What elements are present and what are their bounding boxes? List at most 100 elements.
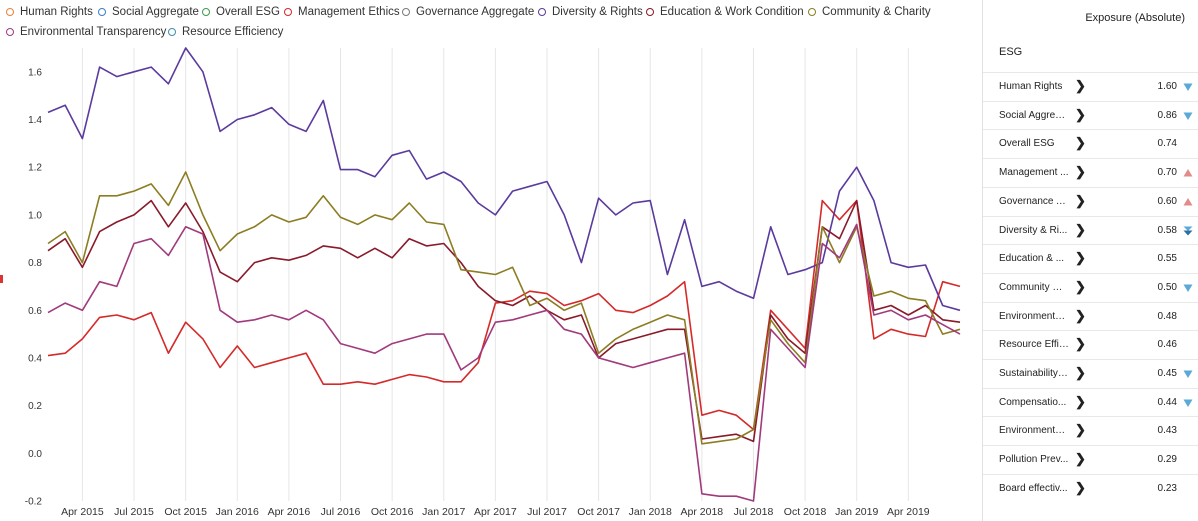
- row-value: 0.48: [1157, 310, 1177, 322]
- x-tick-label: Jan 2017: [422, 506, 465, 518]
- y-tick-label: 0.8: [28, 258, 42, 269]
- series-line-management-ethics[interactable]: [47, 199, 961, 431]
- line-chart: Apr 2015 Jul 2015 Oct 2015 Jan 2016 Apr 2016…: [25, 47, 961, 518]
- chevron-right-icon[interactable]: ❯: [1075, 451, 1086, 467]
- double-triangle-down-icon: [1183, 226, 1193, 235]
- legend-label: Human Rights: [20, 6, 93, 18]
- exposure-panel: Exposure (Absolute) ESG Human Rights ❯ 1.6…: [982, 0, 1198, 521]
- x-tick-label: Jan 2018: [629, 506, 672, 518]
- row-label: Diversity & Ri...: [999, 224, 1068, 236]
- legend-label: Community & Charity: [822, 6, 931, 18]
- legend-item-governance-aggregate[interactable]: Governance Aggregate: [402, 6, 534, 18]
- exposure-row[interactable]: Human Rights ❯ 1.60: [983, 72, 1198, 100]
- series-line-community-and-charity[interactable]: [47, 171, 961, 445]
- exposure-row[interactable]: Social Aggreg... ❯ 0.86: [983, 100, 1198, 129]
- y-tick-label: 0.4: [28, 353, 42, 364]
- legend-item-overall-esg[interactable]: Overall ESG: [202, 6, 280, 18]
- row-value: 0.29: [1157, 454, 1177, 466]
- exposure-row[interactable]: Community & ... ❯ 0.50: [983, 272, 1198, 301]
- exposure-row[interactable]: Pollution Prev... ❯ 0.29: [983, 445, 1198, 473]
- x-tick-label: Jan 2019: [835, 506, 878, 518]
- row-label: Community & ...: [999, 281, 1069, 293]
- chevron-right-icon[interactable]: ❯: [1075, 250, 1086, 266]
- legend-item-human-rights[interactable]: Human Rights: [6, 6, 93, 18]
- exposure-row[interactable]: Management ... ❯ 0.70: [983, 158, 1198, 186]
- x-tick-label: Oct 2015: [164, 506, 207, 518]
- legend-label: Social Aggregate: [112, 6, 199, 18]
- y-tick-label: 0.2: [28, 401, 42, 412]
- chevron-right-icon[interactable]: ❯: [1075, 393, 1086, 409]
- legend-label: Governance Aggregate: [416, 6, 535, 18]
- x-tick-label: Jul 2015: [114, 506, 154, 518]
- x-tick-label: Oct 2018: [784, 506, 827, 518]
- legend-marker: [808, 8, 816, 16]
- row-label: Governance A...: [999, 195, 1069, 207]
- exposure-row[interactable]: Environmenta... ❯ 0.48: [983, 301, 1198, 330]
- legend-item-diversity-and-rights[interactable]: Diversity & Rights: [538, 6, 643, 18]
- x-tick-label: Apr 2019: [887, 506, 930, 518]
- x-tick-label: Jan 2016: [216, 506, 259, 518]
- row-value: 0.23: [1157, 482, 1177, 494]
- triangle-up-icon: [1183, 197, 1193, 206]
- chevron-right-icon[interactable]: ❯: [1075, 164, 1086, 180]
- chevron-right-icon[interactable]: ❯: [1075, 106, 1086, 122]
- legend-item-management-ethics[interactable]: Management Ethics: [284, 6, 400, 18]
- row-label: Compensatio...: [999, 396, 1067, 408]
- triangle-up-icon: [1183, 169, 1193, 177]
- legend-label: Overall ESG: [216, 6, 280, 18]
- row-value: 0.70: [1157, 167, 1177, 179]
- exposure-row[interactable]: Diversity & Ri... ❯ 0.58: [983, 215, 1198, 244]
- legend-marker: [284, 8, 292, 16]
- x-tick-label: Apr 2015: [61, 506, 104, 518]
- chevron-right-icon[interactable]: ❯: [1075, 307, 1086, 323]
- exposure-row[interactable]: Resource Effic... ❯ 0.46: [983, 330, 1198, 358]
- chevron-right-icon[interactable]: ❯: [1075, 422, 1086, 438]
- x-tick-label: Oct 2016: [371, 506, 414, 518]
- chart-legend: Human Rights Social Aggregate Overall ESG M…: [0, 0, 975, 44]
- exposure-row[interactable]: Governance A... ❯ 0.60: [983, 186, 1198, 215]
- legend-item-resource-efficiency[interactable]: Resource Efficiency: [168, 26, 283, 38]
- exposure-row[interactable]: Environmenta... ❯ 0.43: [983, 416, 1198, 444]
- triangle-down-icon: [1183, 112, 1193, 120]
- chevron-right-icon[interactable]: ❯: [1075, 479, 1086, 495]
- chevron-right-icon[interactable]: ❯: [1075, 78, 1086, 93]
- x-tick-label: Apr 2016: [268, 506, 311, 518]
- legend-marker: [646, 8, 654, 16]
- legend-marker: [98, 8, 106, 16]
- row-value: 0.45: [1157, 368, 1177, 379]
- legend-item-social-aggregate[interactable]: Social Aggregate: [98, 6, 199, 18]
- series-line-education-and-work-condition[interactable]: [47, 199, 961, 443]
- triangle-down-icon: [1183, 284, 1193, 292]
- chevron-right-icon[interactable]: ❯: [1075, 278, 1086, 294]
- exposure-row[interactable]: Overall ESG ❯ 0.74: [983, 129, 1198, 157]
- row-label: Resource Effic...: [999, 339, 1069, 351]
- exposure-row[interactable]: Education & ... ❯ 0.55: [983, 244, 1198, 272]
- x-tick-label: Apr 2018: [681, 506, 724, 518]
- legend-marker: [168, 28, 176, 36]
- chevron-right-icon[interactable]: ❯: [1075, 192, 1086, 208]
- chevron-right-icon[interactable]: ❯: [1075, 365, 1086, 380]
- row-value: 0.44: [1157, 396, 1177, 408]
- row-label: Environmenta...: [999, 425, 1069, 437]
- legend-item-environmental-transparency[interactable]: Environmental Transparency: [6, 26, 166, 38]
- exposure-row[interactable]: Board effectiv... ❯ 0.23: [983, 473, 1198, 502]
- legend-marker: [202, 8, 210, 16]
- chevron-right-icon[interactable]: ❯: [1075, 336, 1086, 352]
- exposure-row[interactable]: Sustainability ... ❯ 0.45: [983, 359, 1198, 387]
- series-line-environmental-transparency[interactable]: [47, 223, 961, 502]
- panel-header[interactable]: Exposure (Absolute): [1085, 12, 1185, 24]
- chevron-right-icon[interactable]: ❯: [1075, 135, 1086, 151]
- legend-item-education-and-work-condition[interactable]: Education & Work Condition: [646, 6, 804, 18]
- row-value: 0.86: [1157, 109, 1177, 121]
- y-tick-label: 1.4: [28, 115, 42, 126]
- left-edge-marker: [0, 275, 3, 283]
- exposure-row[interactable]: Compensatio... ❯ 0.44: [983, 387, 1198, 416]
- row-label: Social Aggreg...: [999, 109, 1069, 121]
- series-line-diversity-and-rights[interactable]: [47, 47, 961, 312]
- legend-label: Environmental Transparency: [20, 26, 167, 38]
- row-label: Human Rights: [999, 81, 1063, 92]
- row-label: Overall ESG: [999, 138, 1055, 150]
- row-label: Sustainability ...: [999, 368, 1069, 379]
- chevron-right-icon[interactable]: ❯: [1075, 221, 1086, 237]
- legend-item-community-and-charity[interactable]: Community & Charity: [808, 6, 931, 18]
